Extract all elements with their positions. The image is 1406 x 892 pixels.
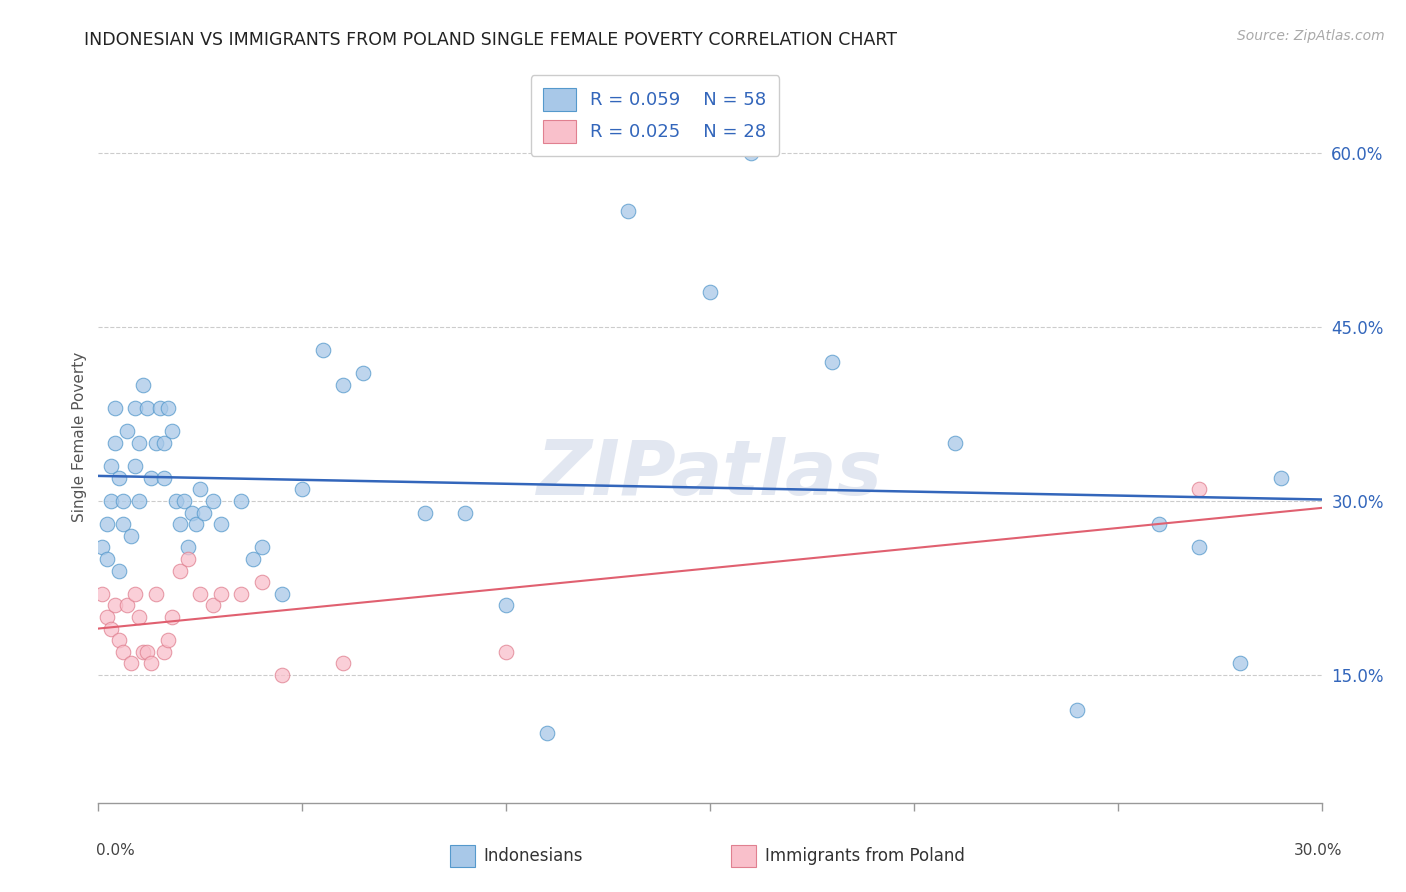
Point <box>454 506 477 520</box>
Point <box>1270 471 1292 485</box>
Point <box>96 552 118 566</box>
Point <box>136 645 159 659</box>
Point <box>104 599 127 613</box>
Point <box>740 145 762 160</box>
Point <box>495 599 517 613</box>
Point <box>91 587 114 601</box>
Point <box>156 633 179 648</box>
Point <box>100 494 122 508</box>
Point <box>141 471 163 485</box>
Point <box>128 436 150 450</box>
Text: Immigrants from Poland: Immigrants from Poland <box>765 847 965 864</box>
Point <box>141 657 163 671</box>
Point <box>111 517 134 532</box>
Point <box>250 541 273 555</box>
Point <box>201 599 224 613</box>
Point <box>104 401 127 415</box>
Point <box>173 494 195 508</box>
Point <box>132 377 155 392</box>
Point <box>352 366 374 380</box>
Point <box>156 401 179 415</box>
Point <box>104 436 127 450</box>
Point <box>128 494 150 508</box>
Point <box>1147 517 1170 532</box>
Point <box>209 587 232 601</box>
Point <box>124 401 146 415</box>
Point <box>177 541 200 555</box>
Point <box>152 436 174 450</box>
Point <box>169 564 191 578</box>
Point <box>231 494 253 508</box>
Point <box>111 645 134 659</box>
Point <box>91 541 114 555</box>
Point <box>120 657 142 671</box>
Point <box>413 506 436 520</box>
Point <box>943 436 966 450</box>
Legend: R = 0.059    N = 58, R = 0.025    N = 28: R = 0.059 N = 58, R = 0.025 N = 28 <box>531 75 779 156</box>
Point <box>270 587 294 601</box>
Point <box>124 587 146 601</box>
Point <box>108 633 131 648</box>
Point <box>617 203 640 218</box>
Text: INDONESIAN VS IMMIGRANTS FROM POLAND SINGLE FEMALE POVERTY CORRELATION CHART: INDONESIAN VS IMMIGRANTS FROM POLAND SIN… <box>84 31 897 49</box>
Point <box>209 517 232 532</box>
Point <box>115 599 138 613</box>
Point <box>100 622 122 636</box>
Point <box>201 494 224 508</box>
Point <box>149 401 172 415</box>
Point <box>312 343 335 357</box>
Point <box>152 645 174 659</box>
Y-axis label: Single Female Poverty: Single Female Poverty <box>72 352 87 522</box>
Point <box>124 459 146 474</box>
Point <box>145 436 167 450</box>
Point <box>699 285 721 299</box>
Point <box>250 575 273 590</box>
Point <box>160 424 183 438</box>
Point <box>291 483 314 497</box>
Point <box>188 587 212 601</box>
Text: ZIPatlas: ZIPatlas <box>537 437 883 510</box>
Point <box>181 506 204 520</box>
Point <box>115 424 138 438</box>
Point <box>1188 483 1211 497</box>
Point <box>495 645 517 659</box>
Point <box>152 471 174 485</box>
Point <box>108 564 131 578</box>
Point <box>136 401 159 415</box>
Point <box>120 529 142 543</box>
Point <box>188 483 212 497</box>
Point <box>96 610 118 624</box>
Point <box>193 506 215 520</box>
Text: Source: ZipAtlas.com: Source: ZipAtlas.com <box>1237 29 1385 43</box>
Point <box>100 459 122 474</box>
Point <box>111 494 134 508</box>
Point <box>132 645 155 659</box>
Point <box>1188 541 1211 555</box>
Text: 30.0%: 30.0% <box>1295 843 1343 858</box>
Point <box>1229 657 1251 671</box>
Text: Indonesians: Indonesians <box>484 847 583 864</box>
Point <box>128 610 150 624</box>
Point <box>96 517 118 532</box>
Point <box>1066 703 1088 717</box>
Point <box>169 517 191 532</box>
Point <box>160 610 183 624</box>
Point <box>231 587 253 601</box>
Point <box>270 668 294 682</box>
Point <box>332 657 354 671</box>
Point <box>177 552 200 566</box>
Point <box>536 726 558 740</box>
Point <box>186 517 208 532</box>
Point <box>332 377 354 392</box>
Point <box>821 354 844 368</box>
Point <box>165 494 187 508</box>
Text: 0.0%: 0.0% <box>96 843 135 858</box>
Point <box>145 587 167 601</box>
Point <box>108 471 131 485</box>
Point <box>242 552 264 566</box>
